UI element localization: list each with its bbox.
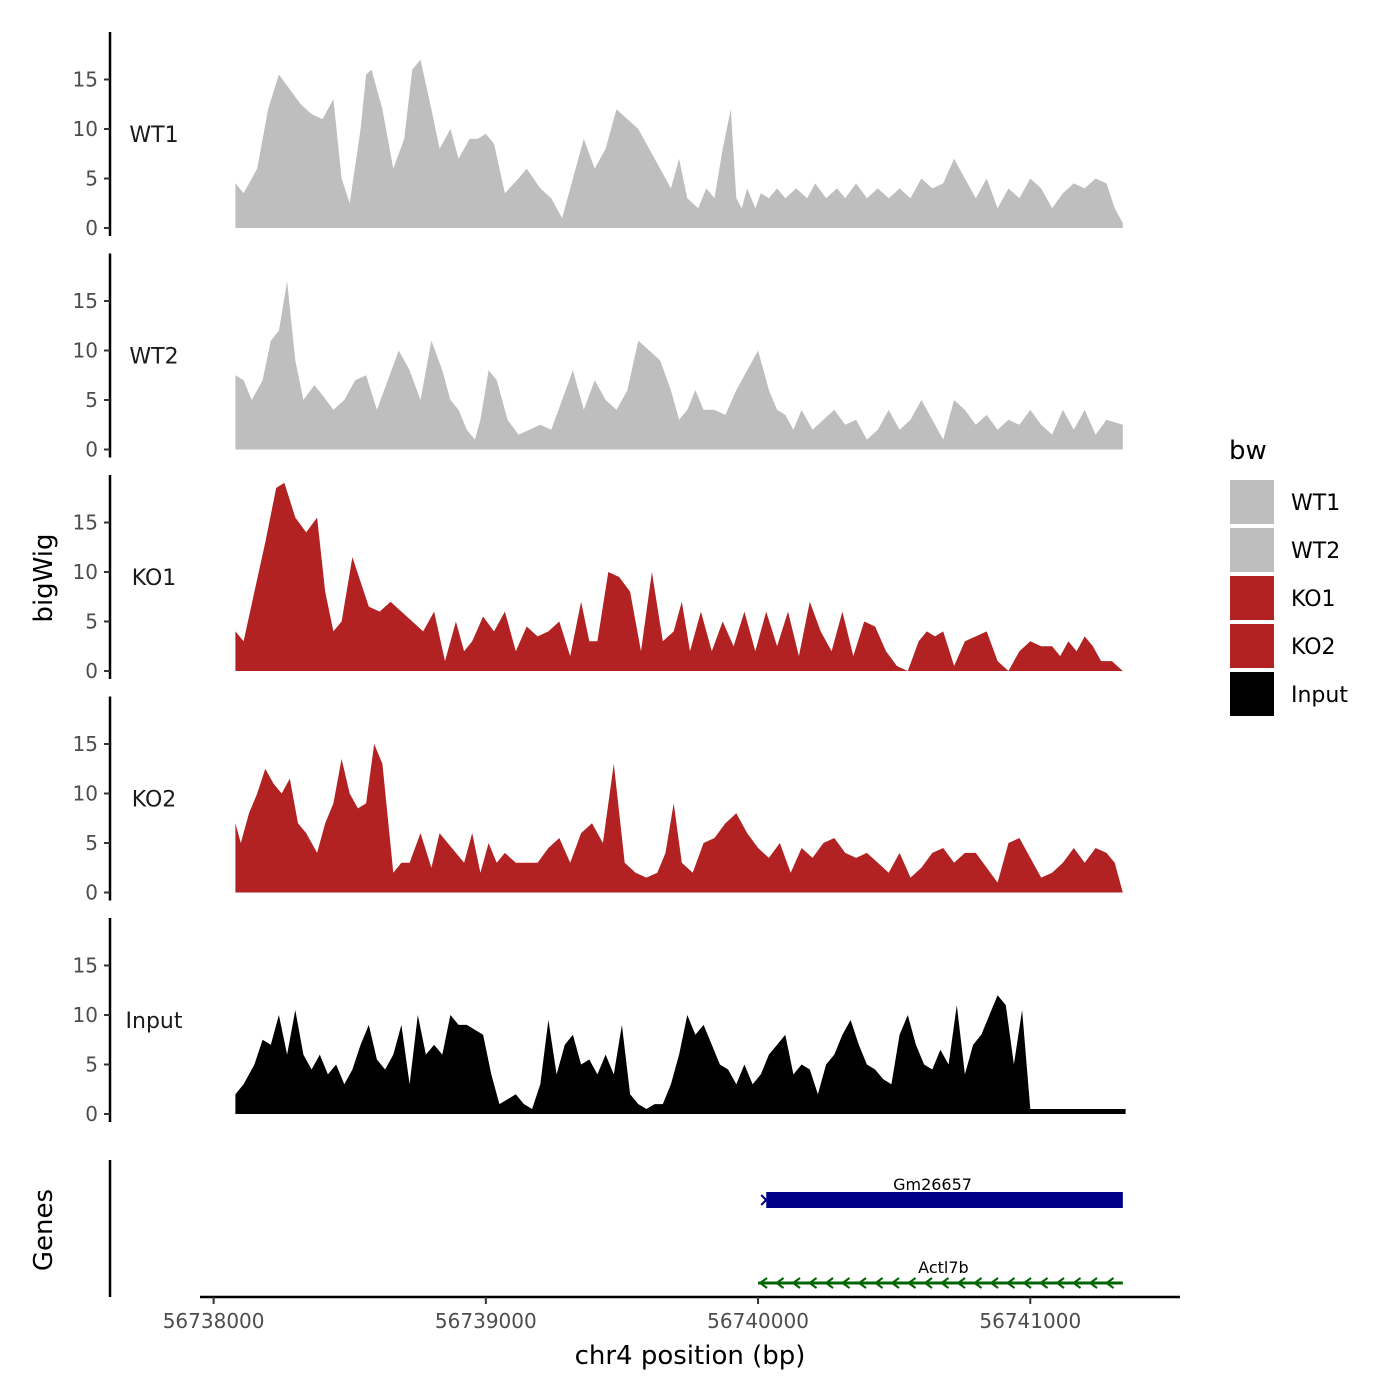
gene-body-gm26657 <box>766 1192 1123 1208</box>
y-tick-label-wt2-0: 0 <box>85 438 98 462</box>
y-tick-label-input-15: 15 <box>73 954 98 978</box>
gene-arrow-actl7b-19 <box>1071 1277 1082 1289</box>
y-tick-label-ko1-15: 15 <box>73 511 98 535</box>
gene-arrow-actl7b-4 <box>824 1277 834 1289</box>
gene-arrow-actl7b-7 <box>873 1277 884 1289</box>
legend-label-wt1: WT1 <box>1291 491 1340 516</box>
track-label-ko1: KO1 <box>132 566 177 591</box>
gene-strand-marker-gm26657 <box>760 1194 768 1206</box>
legend-label-wt2: WT2 <box>1291 539 1340 564</box>
y-tick-label-ko2-15: 15 <box>73 732 98 756</box>
y-tick-label-ko1-5: 5 <box>85 610 98 634</box>
x-tick-label-56739000: 56739000 <box>435 1309 537 1333</box>
gene-arrow-actl7b-12 <box>956 1277 966 1289</box>
legend-swatch-ko1 <box>1230 576 1274 620</box>
area-input <box>235 995 1126 1114</box>
track-label-wt1: WT1 <box>129 123 178 148</box>
gene-arrow-actl7b-18 <box>1055 1277 1065 1289</box>
y-tick-label-ko1-0: 0 <box>85 659 98 683</box>
gene-arrow-actl7b-14 <box>989 1277 999 1289</box>
y-tick-label-wt2-15: 15 <box>73 289 98 313</box>
gene-track: Gm26657 Actl7b <box>108 1160 1123 1297</box>
gene-arrow-actl7b-16 <box>1022 1277 1032 1289</box>
legend-title: bw <box>1229 436 1267 466</box>
gene-arrow-actl7b-10 <box>923 1277 933 1289</box>
legend-swatch-wt2 <box>1230 528 1274 572</box>
area-wt2 <box>235 281 1123 450</box>
gene-arrow-actl7b-2 <box>791 1277 801 1289</box>
x-axis-title: chr4 position (bp) <box>575 1341 806 1371</box>
gene-arrow-actl7b-0 <box>758 1277 768 1289</box>
x-tick-label-56738000: 56738000 <box>163 1309 265 1333</box>
gene-arrow-actl7b-9 <box>906 1277 917 1289</box>
area-ko1 <box>235 482 1123 671</box>
legend: bw WT1 WT2 KO1 KO2 Input <box>1229 436 1348 716</box>
y-tick-label-wt1-5: 5 <box>85 167 98 191</box>
gene-arrow-actl7b-17 <box>1038 1277 1049 1289</box>
area-wt1 <box>235 59 1123 229</box>
x-axis: 56738000 56739000 56740000 56741000 <box>163 1295 1180 1333</box>
y-tick-label-wt1-0: 0 <box>85 216 98 240</box>
y-tick-label-wt2-10: 10 <box>73 339 98 363</box>
area-ko2 <box>235 744 1123 893</box>
legend-swatch-wt1 <box>1230 480 1274 524</box>
track-label-input: Input <box>126 1009 183 1034</box>
gene-arrow-actl7b-1 <box>774 1277 785 1289</box>
gene-arrow-actl7b-3 <box>807 1277 818 1289</box>
y-tick-label-wt1-10: 10 <box>73 117 98 141</box>
legend-label-ko1: KO1 <box>1291 587 1336 612</box>
legend-swatch-ko2 <box>1230 624 1274 668</box>
legend-label-ko2: KO2 <box>1291 635 1336 660</box>
y-tick-label-ko1-10: 10 <box>73 560 98 584</box>
legend-swatch-input <box>1230 672 1274 716</box>
gene-arrow-actl7b-5 <box>840 1277 851 1289</box>
gene-label-actl7b: Actl7b <box>918 1258 969 1277</box>
y-tick-label-wt1-15: 15 <box>73 68 98 92</box>
x-tick-label-56741000: 56741000 <box>979 1309 1081 1333</box>
gene-arrow-actl7b-13 <box>972 1277 983 1289</box>
y-tick-label-ko2-0: 0 <box>85 881 98 905</box>
bigwig-tracks: 0 5 10 15 WT1 0 5 10 15 WT2 0 5 10 15 KO1 0 5 10 15 KO2 0 5 10… <box>73 32 1126 1126</box>
y-tick-label-input-0: 0 <box>85 1102 98 1126</box>
track-label-ko2: KO2 <box>132 788 177 813</box>
x-tick-label-56740000: 56740000 <box>707 1309 809 1333</box>
y-tick-label-ko2-5: 5 <box>85 831 98 855</box>
gene-arrow-actl7b-20 <box>1088 1277 1098 1289</box>
gene-label-gm26657: Gm26657 <box>893 1175 972 1194</box>
genes-axis-title: Genes <box>29 1189 59 1271</box>
y-tick-label-input-10: 10 <box>73 1003 98 1027</box>
y-tick-label-wt2-5: 5 <box>85 388 98 412</box>
legend-label-input: Input <box>1291 683 1348 708</box>
gene-arrow-actl7b-8 <box>890 1277 900 1289</box>
gene-arrow-actl7b-21 <box>1104 1277 1115 1289</box>
gene-arrow-actl7b-11 <box>939 1277 950 1289</box>
gene-arrow-actl7b-15 <box>1005 1277 1016 1289</box>
y-tick-label-input-5: 5 <box>85 1053 98 1077</box>
gene-arrow-actl7b-6 <box>857 1277 867 1289</box>
track-label-wt2: WT2 <box>129 345 178 370</box>
y-axis-title: bigWig <box>29 533 59 622</box>
y-tick-label-ko2-10: 10 <box>73 782 98 806</box>
